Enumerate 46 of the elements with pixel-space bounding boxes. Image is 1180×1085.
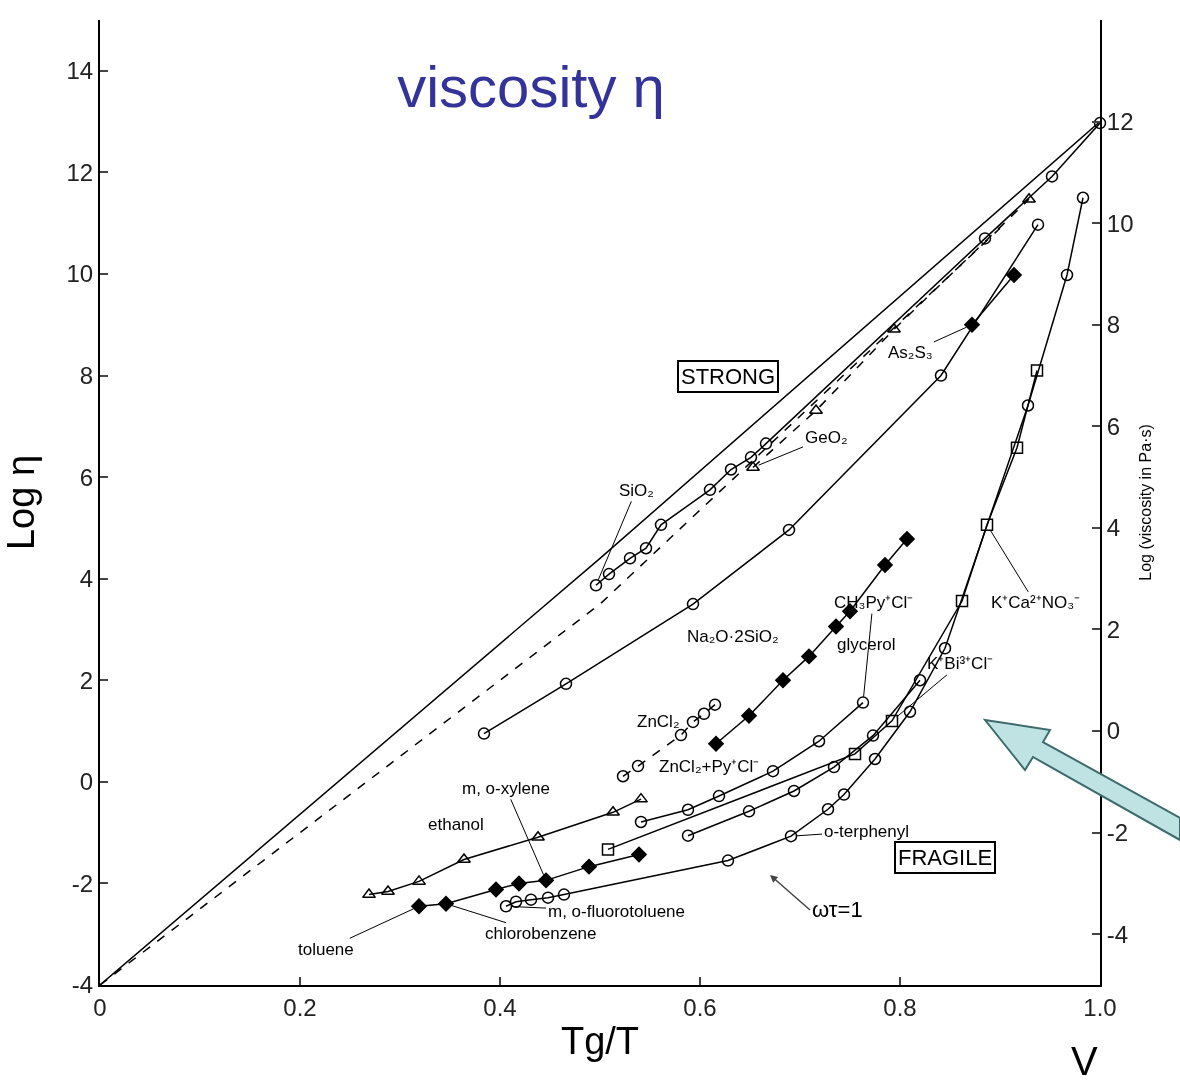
x-tick-label: 1.0 xyxy=(1083,993,1117,1021)
x-tick-label: 0.4 xyxy=(483,993,517,1021)
annotation: ZnCl₂+Py⁺Cl⁻ xyxy=(659,757,760,776)
text: viscosity η xyxy=(397,54,665,120)
x-axis-title: Tg/T xyxy=(560,1020,640,1063)
annotation: SiO₂ xyxy=(619,481,654,500)
y-tick-label: -4 xyxy=(71,971,94,999)
y-tick-label: 4 xyxy=(79,565,94,593)
annotation: chlorobenzene xyxy=(485,924,597,943)
x-tick-label: 0.8 xyxy=(883,993,917,1021)
annotation: FRAGILE xyxy=(898,845,993,870)
y-tick-label: 8 xyxy=(79,361,94,389)
annotation: ωτ=1 xyxy=(812,897,863,922)
y2-tick-label: 6 xyxy=(1106,412,1121,440)
annotation: o-terphenyl xyxy=(824,822,910,841)
y2-tick-label: 8 xyxy=(1106,311,1121,339)
x-tick-label: 0.6 xyxy=(683,993,717,1021)
y-tick-label: 2 xyxy=(79,666,94,694)
y-tick-label: 6 xyxy=(79,463,94,491)
annotation: m, o-xylene xyxy=(462,779,550,798)
y-tick-label: 0 xyxy=(79,768,94,796)
y-tick-label: 14 xyxy=(66,57,94,85)
annotation: K⁺Ca²⁺NO₃⁻ xyxy=(991,593,1081,612)
y2-tick-label: 4 xyxy=(1106,514,1121,542)
annotation: As₂S₃ xyxy=(888,343,933,362)
y-tick-label: 12 xyxy=(66,158,94,186)
y2-axis-title: Log (viscosity in Pa·s) xyxy=(1137,424,1154,581)
text: V xyxy=(1071,1039,1098,1083)
y2-tick-label: 2 xyxy=(1106,615,1121,643)
y-tick-label: -2 xyxy=(71,869,94,897)
y-axis-title: Log η xyxy=(0,454,42,551)
y2-tick-label: -2 xyxy=(1106,819,1129,847)
y-tick-label: 10 xyxy=(66,260,94,288)
y2-tick-label: 12 xyxy=(1106,107,1134,135)
annotation: toluene xyxy=(298,940,354,959)
x-tick-label: 0.2 xyxy=(283,993,317,1021)
annotation: glycerol xyxy=(837,635,896,654)
y2-tick-label: -4 xyxy=(1106,920,1129,948)
annotation: Na₂O·2SiO₂ xyxy=(687,627,779,646)
annotation: GeO₂ xyxy=(805,428,848,447)
annotation: ZnCl₂ xyxy=(637,712,680,731)
annotation: STRONG xyxy=(681,364,776,389)
annotation: m, o-fluorotoluene xyxy=(548,902,686,921)
annotation: ethanol xyxy=(428,815,484,834)
y2-tick-label: 10 xyxy=(1106,209,1134,237)
y2-tick-label: 0 xyxy=(1106,717,1121,745)
